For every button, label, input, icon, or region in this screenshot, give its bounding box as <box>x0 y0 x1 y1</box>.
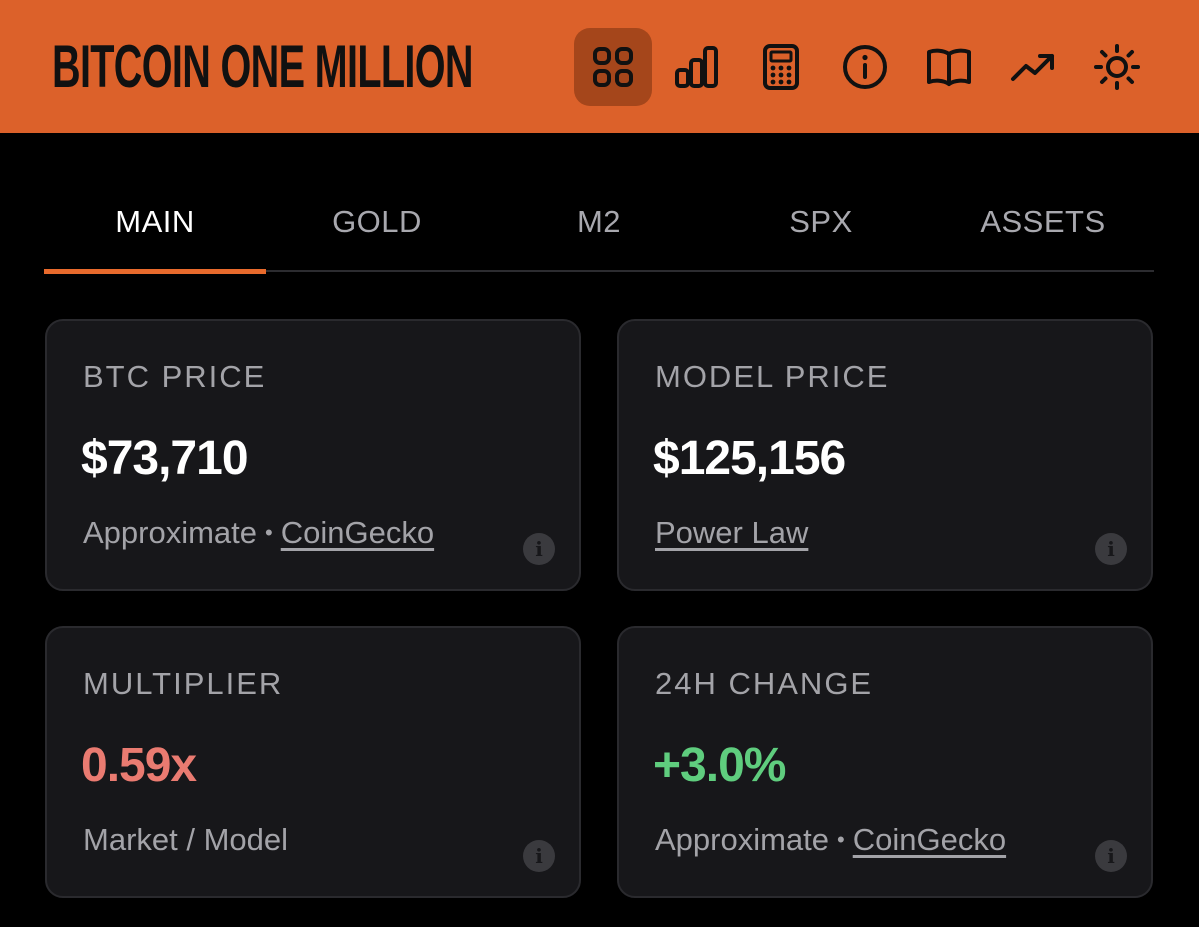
change-24h-card: 24H CHANGE +3.0% Approximate • CoinGecko… <box>617 626 1153 898</box>
source-note: Approximate <box>83 515 258 550</box>
card-label: 24H CHANGE <box>655 666 874 701</box>
btc-price-value: $73,710 <box>81 432 249 485</box>
calculator-button[interactable] <box>742 28 820 106</box>
tab-main[interactable]: MAIN <box>44 180 266 274</box>
sun-icon <box>1094 44 1140 90</box>
card-label: MODEL PRICE <box>655 359 890 394</box>
docs-button[interactable] <box>910 28 988 106</box>
multiplier-value: 0.59x <box>81 739 197 792</box>
model-price-card: MODEL PRICE $125,156 Power Law i <box>617 319 1153 591</box>
multiplier-note: Market / Model <box>83 822 289 857</box>
trending-up-icon <box>1011 54 1054 81</box>
change-24h-value: +3.0% <box>653 739 786 792</box>
separator-dot: • <box>837 827 845 852</box>
tab-assets[interactable]: ASSETS <box>980 204 1106 239</box>
card-label: MULTIPLIER <box>83 666 284 701</box>
bar-chart-icon <box>675 46 718 88</box>
theme-toggle-button[interactable] <box>1078 28 1156 106</box>
card-source: Market / Model <box>83 822 288 858</box>
charts-button[interactable] <box>658 28 736 106</box>
source-note: Approximate <box>655 822 830 857</box>
card-source: Approximate • CoinGecko <box>655 822 1006 858</box>
tab-gold[interactable]: GOLD <box>332 204 422 239</box>
info-icon <box>843 45 887 89</box>
info-icon[interactable]: i <box>1095 533 1127 565</box>
info-icon[interactable]: i <box>523 840 555 872</box>
coingecko-link[interactable]: CoinGecko <box>852 822 1007 857</box>
coingecko-link[interactable]: CoinGecko <box>280 515 435 550</box>
info-icon[interactable]: i <box>1095 840 1127 872</box>
power-law-link[interactable]: Power Law <box>655 515 809 550</box>
tab-spx[interactable]: SPX <box>789 204 853 239</box>
info-button[interactable] <box>826 28 904 106</box>
card-label: BTC PRICE <box>83 359 267 394</box>
info-icon[interactable]: i <box>523 533 555 565</box>
card-source: Approximate • CoinGecko <box>83 515 434 551</box>
grid-icon <box>593 47 633 87</box>
separator-dot: • <box>265 520 273 545</box>
multiplier-card: MULTIPLIER 0.59x Market / Model i <box>45 626 581 898</box>
brand-logo[interactable]: BITCOIN ONE MILLION <box>52 33 474 100</box>
tab-bar: MAIN GOLD M2 SPX ASSETS <box>44 180 1154 274</box>
model-price-value: $125,156 <box>653 432 846 485</box>
btc-price-card: BTC PRICE $73,710 Approximate • CoinGeck… <box>45 319 581 591</box>
tab-m2[interactable]: M2 <box>576 204 622 239</box>
app-header: BITCOIN ONE MILLION <box>0 0 1199 133</box>
dashboard-button[interactable] <box>574 28 652 106</box>
trends-button[interactable] <box>994 28 1072 106</box>
card-source: Power Law <box>655 515 808 551</box>
book-icon <box>927 48 971 86</box>
calculator-icon <box>763 44 799 90</box>
